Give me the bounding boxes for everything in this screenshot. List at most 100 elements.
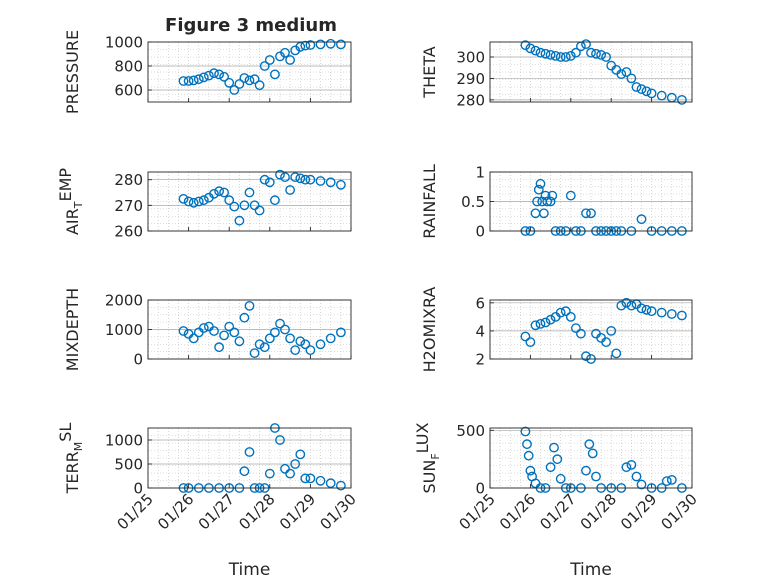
data-point bbox=[249, 348, 260, 358]
data-point bbox=[581, 351, 591, 362]
data-point bbox=[214, 69, 225, 80]
data-point bbox=[259, 342, 270, 353]
x-tick-label: 01/26 bbox=[496, 490, 539, 533]
data-point bbox=[224, 195, 235, 206]
data-point bbox=[586, 47, 596, 58]
data-point bbox=[239, 312, 250, 323]
data-point bbox=[209, 188, 219, 199]
data-point bbox=[535, 47, 546, 58]
y-tick-label: 2000 bbox=[105, 292, 143, 310]
x-tick-label: 01/26 bbox=[154, 490, 197, 533]
data-point bbox=[646, 306, 657, 317]
data-point bbox=[193, 196, 204, 207]
data-point bbox=[178, 326, 189, 336]
data-point bbox=[198, 323, 209, 333]
data-point bbox=[249, 74, 260, 85]
data-point bbox=[522, 439, 532, 450]
data-point bbox=[565, 311, 576, 322]
data-point bbox=[203, 70, 214, 81]
x-tick-label: 01/27 bbox=[536, 490, 579, 533]
data-point bbox=[677, 95, 687, 105]
data-point bbox=[325, 333, 336, 344]
data-point bbox=[545, 50, 556, 60]
data-point bbox=[636, 479, 647, 490]
data-point bbox=[305, 40, 316, 50]
data-point bbox=[661, 476, 672, 486]
data-point bbox=[295, 173, 306, 184]
y-axis-label: MIXDEPTH bbox=[63, 288, 82, 371]
data-point bbox=[269, 195, 280, 206]
data-point bbox=[581, 39, 591, 49]
data-point bbox=[305, 345, 316, 355]
data-point bbox=[666, 309, 677, 319]
y-tick-label: 500 bbox=[114, 456, 143, 474]
data-point bbox=[214, 342, 225, 353]
data-point bbox=[325, 38, 336, 49]
data-point bbox=[646, 88, 657, 99]
data-point bbox=[290, 459, 301, 469]
data-point bbox=[540, 48, 551, 59]
data-point bbox=[591, 471, 601, 482]
data-point bbox=[315, 339, 326, 350]
data-point bbox=[547, 190, 558, 201]
y-tick-label: 0 bbox=[133, 480, 143, 498]
data-point bbox=[244, 187, 255, 198]
data-point bbox=[219, 330, 230, 341]
data-point bbox=[315, 475, 326, 486]
x-tick-label: 01/30 bbox=[317, 490, 360, 533]
y-tick-label: 0.5 bbox=[461, 193, 485, 211]
data-point bbox=[239, 200, 250, 211]
data-point bbox=[335, 480, 346, 491]
data-point bbox=[198, 72, 209, 83]
y-tick-label: 280 bbox=[114, 171, 143, 189]
data-point bbox=[244, 75, 255, 86]
data-point bbox=[300, 40, 311, 51]
data-point bbox=[229, 327, 240, 338]
data-point bbox=[280, 47, 290, 58]
data-point bbox=[596, 50, 606, 60]
data-point bbox=[244, 447, 255, 457]
subplot-sun-flux: 050001/2501/2601/2701/2801/2901/30SUNFLU… bbox=[413, 422, 701, 580]
x-tick-label: 01/29 bbox=[617, 490, 660, 533]
y-tick-label: 2 bbox=[475, 351, 485, 369]
y-tick-label: 260 bbox=[114, 223, 143, 241]
x-tick-label: 01/30 bbox=[658, 490, 701, 533]
data-point bbox=[325, 177, 336, 188]
data-point bbox=[269, 69, 280, 80]
data-point bbox=[523, 450, 534, 461]
data-point bbox=[571, 47, 581, 58]
data-point bbox=[219, 71, 230, 82]
data-point bbox=[280, 172, 290, 183]
y-tick-label: 6 bbox=[475, 294, 485, 312]
data-point bbox=[325, 478, 336, 489]
y-axis-label: SUNFLUX bbox=[413, 422, 442, 493]
data-point bbox=[295, 449, 306, 460]
y-tick-label: 4 bbox=[475, 322, 485, 340]
y-tick-label: 600 bbox=[114, 82, 143, 100]
data-point bbox=[275, 318, 285, 329]
data-point bbox=[606, 325, 617, 336]
data-point bbox=[315, 176, 326, 186]
data-point bbox=[621, 297, 632, 308]
data-point bbox=[530, 45, 541, 56]
axes-box bbox=[147, 427, 352, 489]
data-point bbox=[576, 328, 586, 339]
data-point bbox=[229, 85, 240, 95]
data-point bbox=[239, 73, 250, 83]
data-point bbox=[621, 462, 632, 473]
data-point bbox=[555, 52, 566, 62]
data-point bbox=[178, 193, 189, 204]
data-point bbox=[249, 200, 260, 211]
data-point bbox=[285, 185, 295, 195]
data-point bbox=[533, 184, 544, 195]
data-point bbox=[269, 327, 280, 338]
y-tick-label: 0 bbox=[475, 223, 485, 241]
axes-box bbox=[489, 41, 693, 103]
data-point bbox=[626, 300, 637, 311]
x-tick-label: 01/28 bbox=[235, 490, 278, 533]
data-point bbox=[542, 196, 553, 207]
y-axis-label: THETA bbox=[420, 46, 439, 98]
data-point bbox=[259, 174, 270, 185]
data-point bbox=[234, 336, 245, 347]
data-point bbox=[549, 442, 559, 453]
